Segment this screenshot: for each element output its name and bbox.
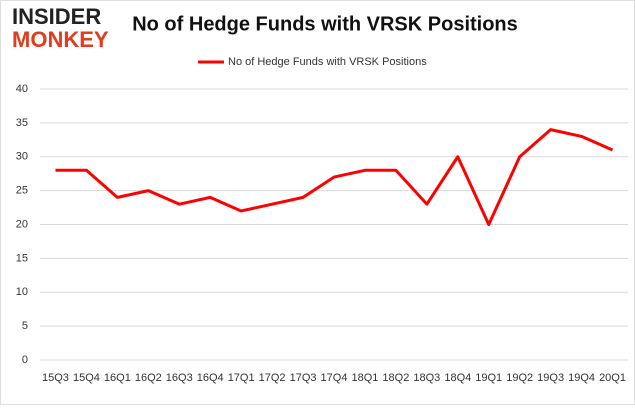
data-line xyxy=(55,128,614,226)
y-tick-label: 35 xyxy=(16,117,28,129)
y-tick-label: 15 xyxy=(16,252,28,264)
x-tick-label: 16Q1 xyxy=(104,372,131,384)
y-tick-label: 20 xyxy=(16,218,28,230)
logo-line1: INSIDER xyxy=(12,4,101,29)
x-tick-label: 16Q2 xyxy=(135,372,162,384)
x-tick-label: 18Q4 xyxy=(444,372,471,384)
x-tick-label: 17Q3 xyxy=(290,372,317,384)
chart-title: No of Hedge Funds with VRSK Positions xyxy=(132,13,518,35)
x-tick-label: 17Q4 xyxy=(321,372,348,384)
legend-label: No of Hedge Funds with VRSK Positions xyxy=(228,56,427,68)
x-tick-label: 16Q4 xyxy=(197,372,224,384)
y-tick-label: 10 xyxy=(16,286,28,298)
y-tick-label: 40 xyxy=(16,83,28,95)
x-tick-label: 17Q2 xyxy=(259,372,286,384)
x-tick-label: 19Q1 xyxy=(475,372,502,384)
x-tick-label: 19Q2 xyxy=(506,372,533,384)
x-tick-label: 17Q1 xyxy=(228,372,255,384)
y-tick-label: 25 xyxy=(16,185,28,197)
x-tick-label: 19Q4 xyxy=(568,372,595,384)
y-tick-label: 5 xyxy=(22,320,28,332)
x-tick-label: 18Q2 xyxy=(382,372,409,384)
y-tick-label: 0 xyxy=(22,354,28,366)
x-tick-label: 18Q1 xyxy=(351,372,378,384)
x-tick-label: 16Q3 xyxy=(166,372,193,384)
logo-line2: MONKEY xyxy=(12,27,109,52)
x-tick-label: 15Q3 xyxy=(42,372,69,384)
x-tick-label: 20Q1 xyxy=(599,372,626,384)
y-tick-label: 30 xyxy=(16,151,28,163)
x-tick-label: 18Q3 xyxy=(413,372,440,384)
x-tick-label: 15Q4 xyxy=(73,372,100,384)
x-tick-label: 19Q3 xyxy=(537,372,564,384)
